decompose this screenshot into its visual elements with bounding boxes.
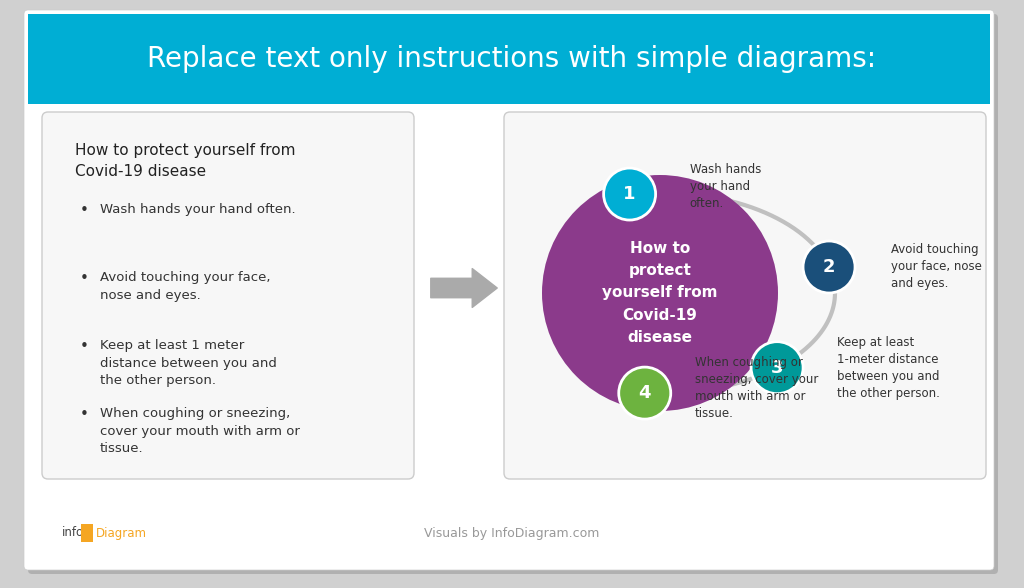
Text: Wash hands your hand often.: Wash hands your hand often.	[100, 203, 296, 216]
Text: Avoid touching your face,
nose and eyes.: Avoid touching your face, nose and eyes.	[100, 271, 270, 302]
Text: How to
protect
yourself from
Covid-19
disease: How to protect yourself from Covid-19 di…	[602, 241, 718, 345]
Text: Keep at least
1-meter distance
between you and
the other person.: Keep at least 1-meter distance between y…	[837, 336, 940, 400]
FancyBboxPatch shape	[28, 14, 998, 574]
Text: Avoid touching
your face, nose
and eyes.: Avoid touching your face, nose and eyes.	[891, 243, 982, 290]
Circle shape	[751, 342, 803, 394]
Text: 4: 4	[639, 384, 651, 402]
Text: Diagram: Diagram	[96, 526, 147, 540]
Text: 3: 3	[771, 359, 783, 377]
Text: When coughing or sneezing,
cover your mouth with arm or
tissue.: When coughing or sneezing, cover your mo…	[100, 407, 300, 455]
Text: When coughing or
sneezing, cover your
mouth with arm or
tissue.: When coughing or sneezing, cover your mo…	[694, 356, 818, 420]
Text: 2: 2	[823, 258, 836, 276]
FancyBboxPatch shape	[504, 112, 986, 479]
Bar	[28, 14, 990, 104]
Text: •: •	[80, 203, 89, 218]
FancyBboxPatch shape	[24, 10, 994, 570]
Text: info: info	[62, 526, 84, 540]
FancyArrowPatch shape	[431, 269, 498, 308]
FancyBboxPatch shape	[81, 524, 93, 542]
Circle shape	[542, 175, 778, 411]
Text: Keep at least 1 meter
distance between you and
the other person.: Keep at least 1 meter distance between y…	[100, 339, 276, 387]
Text: How to protect yourself from
Covid-19 disease: How to protect yourself from Covid-19 di…	[75, 143, 296, 179]
Circle shape	[803, 241, 855, 293]
Text: •: •	[80, 271, 89, 286]
Text: •: •	[80, 339, 89, 354]
Circle shape	[618, 367, 671, 419]
Circle shape	[603, 168, 655, 220]
Text: •: •	[80, 407, 89, 422]
FancyBboxPatch shape	[42, 112, 414, 479]
Text: Visuals by InfoDiagram.com: Visuals by InfoDiagram.com	[424, 526, 600, 540]
Text: Replace text only instructions with simple diagrams:: Replace text only instructions with simp…	[147, 45, 877, 73]
Text: Wash hands
your hand
often.: Wash hands your hand often.	[689, 162, 761, 209]
Text: 1: 1	[624, 185, 636, 203]
